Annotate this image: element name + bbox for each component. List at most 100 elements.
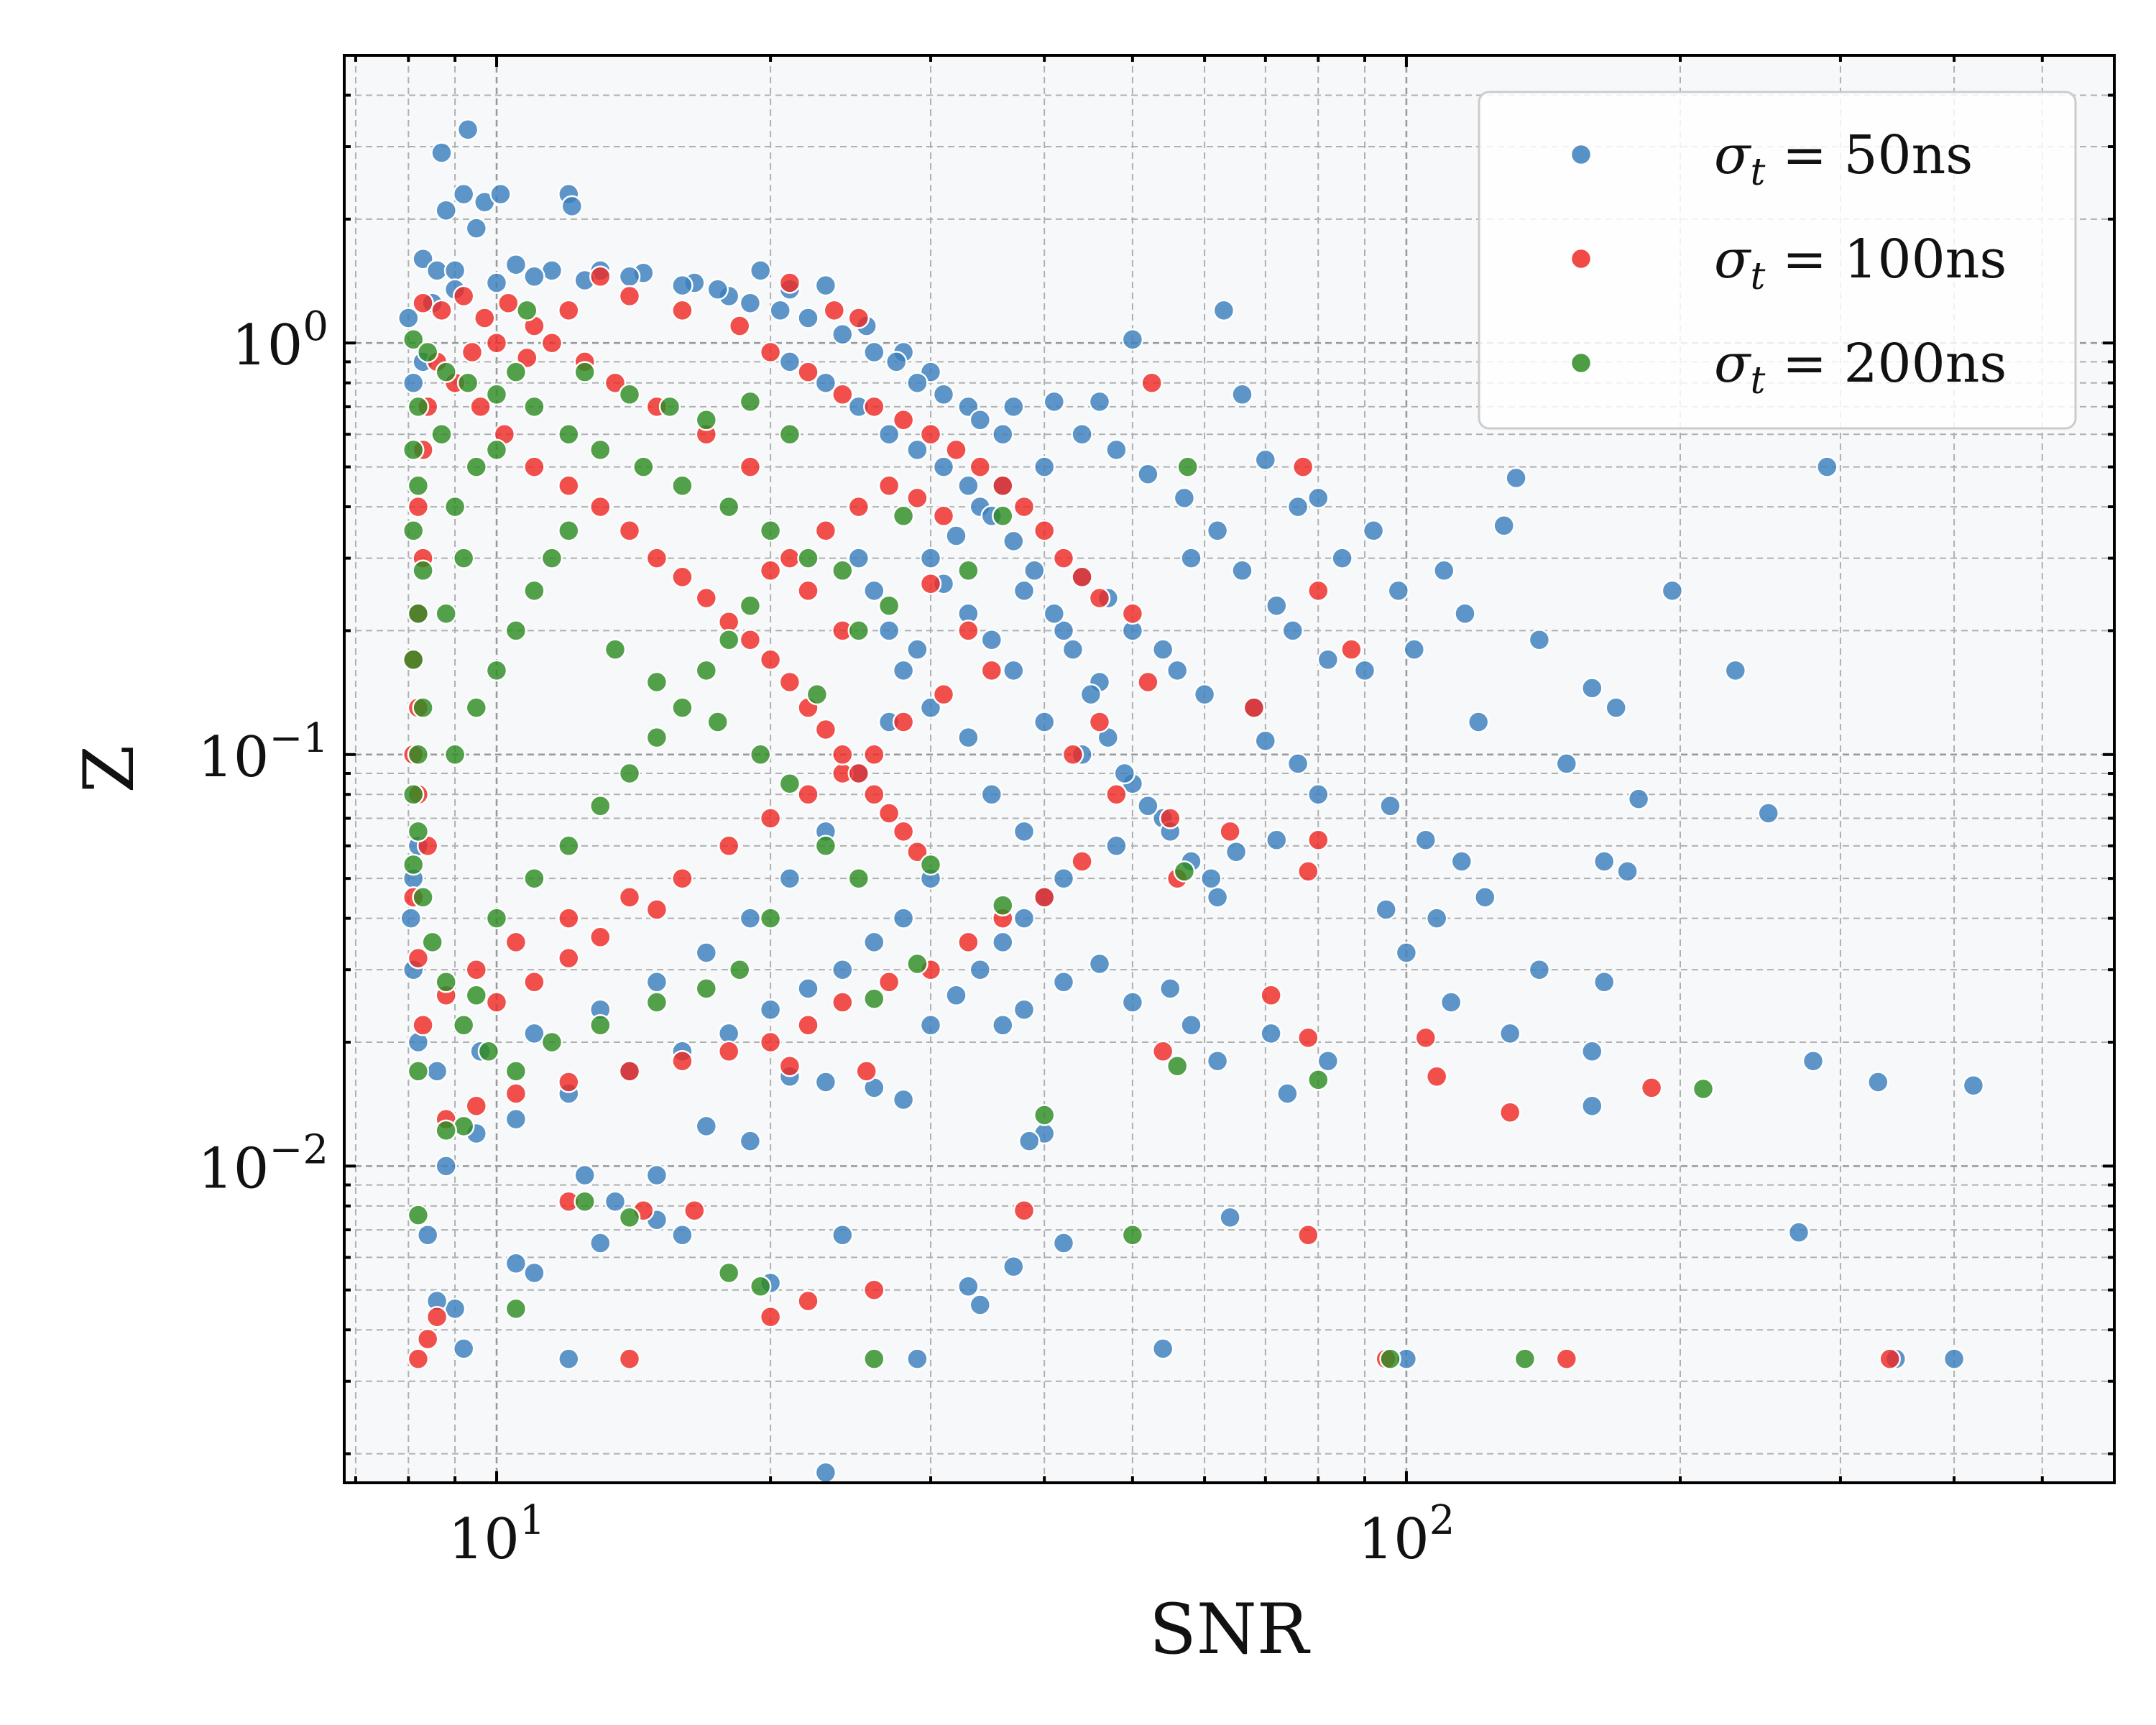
data-point	[402, 520, 425, 542]
data-point	[1033, 456, 1056, 478]
data-point	[778, 423, 801, 446]
data-point	[1254, 448, 1277, 472]
data-point	[992, 505, 1014, 528]
data-point	[658, 395, 681, 418]
data-point	[589, 926, 612, 949]
data-point	[1013, 907, 1036, 929]
data-point	[863, 931, 885, 954]
data-point	[778, 547, 801, 569]
data-point	[443, 743, 466, 766]
data-point	[485, 659, 508, 682]
data-point	[759, 807, 782, 829]
data-point	[558, 474, 580, 497]
data-point	[421, 931, 443, 954]
data-point	[1403, 638, 1426, 661]
data-point	[1166, 659, 1189, 682]
data-point	[1212, 299, 1235, 322]
data-point	[957, 559, 980, 582]
data-point	[558, 834, 580, 857]
data-point	[540, 1031, 563, 1054]
series-2	[402, 299, 1715, 1370]
data-point	[1528, 958, 1551, 981]
data-point	[485, 272, 508, 294]
data-point	[505, 361, 528, 383]
data-point	[695, 586, 718, 610]
x-axis-title: SNR	[1149, 1589, 1311, 1670]
data-point	[558, 1348, 580, 1370]
data-point	[425, 1060, 448, 1082]
data-point	[618, 762, 641, 785]
data-point	[1724, 659, 1747, 682]
data-point	[1260, 1022, 1282, 1045]
data-point	[877, 971, 900, 993]
data-point	[919, 547, 942, 569]
data-point	[558, 947, 580, 970]
data-point	[485, 438, 508, 461]
plot-frame	[343, 54, 2116, 1484]
data-point	[717, 834, 740, 857]
data-point	[485, 907, 508, 929]
data-point	[847, 547, 870, 569]
data-point	[1180, 547, 1202, 569]
data-point	[505, 931, 528, 954]
data-point	[604, 372, 627, 394]
data-point	[831, 958, 854, 981]
data-point	[402, 853, 425, 876]
data-point	[558, 299, 580, 322]
data-point	[1297, 1026, 1319, 1049]
legend-label: σt = 200ns	[1714, 333, 2007, 402]
data-point	[814, 372, 837, 394]
data-point	[523, 456, 545, 478]
data-point	[1013, 998, 1036, 1021]
data-point	[797, 783, 819, 806]
data-point	[1640, 1077, 1663, 1099]
data-point	[823, 299, 846, 322]
data-point	[1692, 1077, 1715, 1100]
data-point	[1033, 520, 1056, 542]
data-point	[797, 978, 819, 1000]
data-point	[847, 620, 870, 642]
data-point	[1113, 762, 1136, 785]
data-point	[778, 272, 801, 294]
data-point	[469, 395, 492, 418]
data-point	[1286, 495, 1309, 518]
data-point	[1043, 390, 1066, 413]
data-point	[1105, 438, 1128, 461]
data-point	[589, 1232, 612, 1254]
data-point	[573, 1190, 596, 1213]
data-point	[1013, 579, 1036, 602]
data-point	[1159, 978, 1181, 1000]
data-point	[618, 285, 641, 308]
data-point	[618, 1206, 641, 1229]
data-point	[1166, 1054, 1189, 1077]
data-point	[412, 559, 434, 582]
data-point	[814, 1461, 837, 1484]
data-point	[412, 292, 434, 314]
data-point	[706, 711, 729, 733]
data-point	[980, 783, 1003, 806]
data-point	[969, 456, 992, 478]
data-point	[892, 659, 915, 682]
data-point	[618, 265, 641, 288]
data-point	[1493, 515, 1515, 537]
data-point	[1581, 1040, 1603, 1063]
data-point	[407, 495, 430, 518]
data-point	[1528, 628, 1551, 651]
data-point	[919, 853, 942, 876]
data-point	[671, 274, 694, 297]
data-point	[632, 456, 655, 478]
data-point	[505, 1108, 528, 1131]
data-point	[1425, 1065, 1448, 1088]
data-point	[778, 671, 801, 694]
data-point	[1052, 971, 1075, 993]
data-point	[1003, 1255, 1025, 1278]
data-point	[1362, 520, 1385, 542]
data-point	[957, 726, 980, 749]
data-point	[695, 659, 718, 682]
data-point	[906, 638, 929, 661]
data-point	[1159, 807, 1181, 829]
data-point	[739, 390, 762, 413]
data-point	[992, 931, 1014, 954]
data-point	[1307, 783, 1330, 806]
data-point	[1121, 1224, 1144, 1246]
